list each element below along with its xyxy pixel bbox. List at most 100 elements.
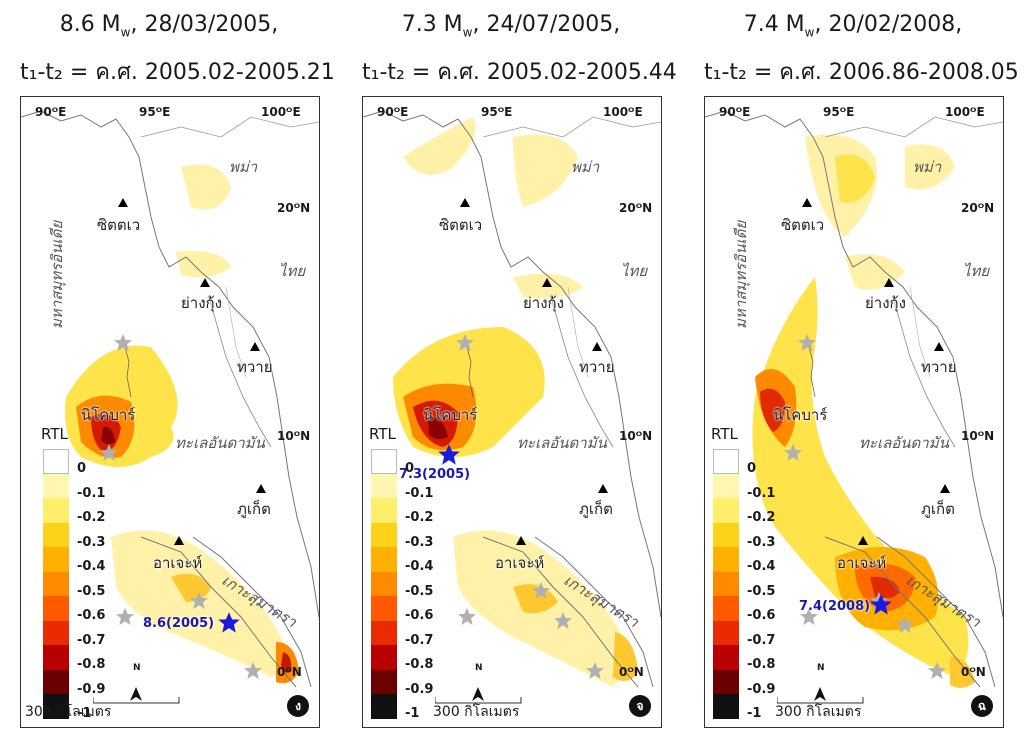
north-arrow-label: N	[133, 663, 141, 673]
map-panel-2: 90ᴼE 95ᴼE 100ᴼE 20ᴼN 10ᴼN 0ᴼN พม่า ไทย ซ…	[362, 96, 662, 728]
lat-label-10: 10ᴼN	[277, 429, 311, 443]
rtl-anomaly-fill	[393, 117, 638, 687]
city-marker-yangon	[199, 277, 211, 289]
label-yangon: ย่างกุ้ง	[523, 294, 564, 312]
aftershock-star	[189, 591, 209, 611]
city-marker-dawei	[249, 341, 261, 353]
label-thailand: ไทย	[621, 262, 648, 280]
aftershock-star	[927, 661, 947, 681]
legend-row: -0.7	[371, 620, 441, 648]
legend-row: -0.1	[713, 473, 783, 501]
city-marker-yangon	[883, 277, 895, 289]
lat-label-0: 0ᴼN	[277, 665, 302, 679]
legend-title: RTL	[711, 425, 738, 443]
label-yangon: ย่างกุ้ง	[181, 294, 222, 312]
label-nicobar: นิโคบาร์	[773, 406, 828, 424]
panel-badge: ง	[287, 695, 309, 717]
lat-label-10: 10ᴼN	[961, 429, 995, 443]
legend-title: RTL	[41, 425, 68, 443]
legend-row: -1	[713, 694, 783, 721]
panel-1-title-line2: t₁-t₂ = ค.ศ. 2005.02-2005.21	[20, 60, 335, 85]
legend-row: 0	[713, 449, 783, 476]
city-marker-aceh	[515, 535, 527, 547]
lon-label-100: 100ᴼE	[261, 105, 301, 119]
label-andaman-sea: ทะเลอันดามัน	[517, 434, 607, 452]
legend-row: -0.9	[371, 669, 441, 697]
legend-row: -0.4	[43, 547, 113, 574]
north-arrow-label: N	[817, 663, 825, 673]
scale-bar	[93, 687, 180, 704]
legend-row: -0.5	[43, 571, 113, 599]
label-nicobar: นิโคบาร์	[423, 406, 478, 424]
lon-label-100: 100ᴼE	[945, 105, 985, 119]
legend-row: -0.6	[713, 596, 783, 623]
north-arrow-label: N	[475, 663, 483, 673]
rtl-map-2	[363, 110, 661, 688]
rtl-legend: RTL 0 -0.1 -0.2 -0.3 -0.4 -0.5 -0.6 -0.7…	[369, 425, 441, 721]
legend-row: -0.5	[371, 571, 441, 599]
lon-label-95: 95ᴼE	[823, 105, 855, 119]
label-myanmar: พม่า	[913, 158, 942, 176]
lat-label-20: 20ᴼN	[277, 201, 311, 215]
label-andaman-sea: ทะเลอันดามัน	[175, 434, 265, 452]
city-marker-dawei	[933, 341, 945, 353]
legend-row: -0.2	[371, 498, 441, 525]
city-marker-phuket	[597, 483, 609, 495]
city-marker-phuket	[939, 483, 951, 495]
label-nicobar: นิโคบาร์	[81, 406, 136, 424]
lon-label-90: 90ᴼE	[35, 105, 67, 119]
label-sittwe: ซิตตเว	[781, 216, 825, 234]
label-dawei: ทวาย	[237, 358, 273, 376]
lon-label-90: 90ᴼE	[719, 105, 751, 119]
aftershock-star	[115, 607, 135, 627]
label-sittwe: ซิตตเว	[97, 216, 141, 234]
event-label: 7.4(2008)	[799, 599, 871, 614]
panel-1-title-line1: 8.6 Mw, 28/03/2005,	[59, 12, 279, 40]
legend-row: -0.3	[43, 522, 113, 550]
label-indian-ocean: มหาสมุทรอินเดีย	[732, 220, 750, 329]
legend-row: -1	[43, 694, 113, 721]
aftershock-star	[531, 581, 551, 601]
panel-badge: ฉ	[971, 695, 993, 717]
lon-label-95: 95ᴼE	[481, 105, 513, 119]
scale-label: 300 กิโลเมตร	[433, 704, 520, 720]
legend-row: -1	[371, 694, 441, 721]
map-panel-1: 90ᴼE 95ᴼE 100ᴼE 20ᴼN 10ᴼN 0ᴼN พม่า ไทย ม…	[20, 96, 320, 728]
city-marker-sittwe	[117, 197, 129, 209]
label-aceh: อาเจะห์	[837, 554, 887, 572]
legend-row: -0.9	[43, 669, 113, 697]
legend-row: -0.9	[713, 669, 783, 697]
city-marker-dawei	[591, 341, 603, 353]
legend-row: -0.7	[43, 620, 113, 648]
legend-row: -0.8	[713, 645, 783, 672]
aftershock-star	[783, 443, 803, 463]
legend-row: -0.8	[371, 645, 441, 672]
legend-row: -0.5	[713, 571, 783, 599]
legend-row: -0.2	[43, 498, 113, 525]
label-phuket: ภูเก็ต	[237, 500, 271, 518]
label-thailand: ไทย	[963, 262, 990, 280]
aftershock-star	[457, 607, 477, 627]
legend-row: -0.2	[713, 498, 783, 525]
city-marker-aceh	[173, 535, 185, 547]
lat-label-20: 20ᴼN	[961, 201, 995, 215]
lon-label-90: 90ᴼE	[377, 105, 409, 119]
label-thailand: ไทย	[279, 262, 306, 280]
aftershock-star	[585, 661, 605, 681]
label-indian-ocean: มหาสมุทรอินเดีย	[48, 220, 66, 329]
lat-label-10: 10ᴼN	[619, 429, 653, 443]
label-dawei: ทวาย	[579, 358, 615, 376]
legend-row: 0	[371, 449, 441, 476]
scale-bar	[777, 687, 864, 704]
label-dawei: ทวาย	[921, 358, 957, 376]
scale-bar	[435, 687, 522, 704]
rtl-legend: RTL 0 -0.1 -0.2 -0.3 -0.4 -0.5 -0.6 -0.7…	[711, 425, 783, 721]
label-myanmar: พม่า	[229, 158, 258, 176]
event-star	[869, 593, 893, 617]
event-label: 8.6(2005)	[143, 616, 215, 631]
rtl-legend: RTL 0 -0.1 -0.2 -0.3 -0.4 -0.5 -0.6 -0.7…	[41, 425, 113, 721]
panel-badge: จ	[629, 695, 651, 717]
legend-title: RTL	[369, 425, 396, 443]
scale-label: 300 กิโลเมตร	[25, 704, 112, 720]
panel-3-title-line2: t₁-t₂ = ค.ศ. 2006.86-2008.05	[704, 60, 1019, 85]
